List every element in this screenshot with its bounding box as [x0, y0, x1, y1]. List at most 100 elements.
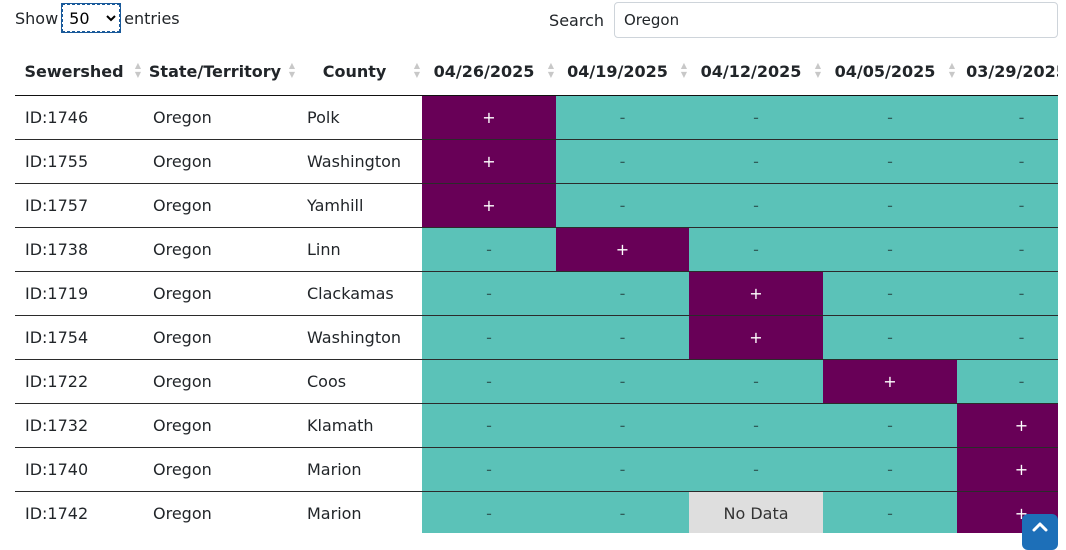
sewershed-cell: ID:1746 — [15, 95, 143, 140]
result-cell: - — [823, 227, 957, 272]
result-cell: - — [957, 139, 1058, 184]
result-cell: + — [957, 447, 1058, 492]
sort-arrows-icon: ▲ ▼ — [413, 61, 420, 79]
result-cell: - — [689, 447, 823, 492]
table-row: ID:1719 Oregon Clackamas - - + - - — [15, 271, 1058, 316]
page-size-select[interactable]: 50 — [61, 3, 122, 33]
result-cell: - — [422, 491, 556, 533]
sort-arrows-icon: ▲ ▼ — [814, 61, 821, 79]
table-body: ID:1746 Oregon Polk + - - - - ID:1755 Oregon Washi… — [15, 95, 1058, 533]
result-cell: + — [689, 271, 823, 316]
result-cell: - — [689, 139, 823, 184]
result-cell: - — [556, 447, 689, 492]
chevron-up-icon — [1032, 522, 1048, 532]
result-cell: - — [556, 95, 689, 140]
result-cell: - — [422, 403, 556, 448]
sewershed-cell: ID:1755 — [15, 139, 143, 184]
column-header[interactable]: Sewershed ▲ ▼ — [15, 48, 143, 96]
sewershed-cell: ID:1742 — [15, 491, 143, 533]
search-label: Search — [549, 10, 604, 30]
column-header[interactable]: 04/26/2025 ▲ ▼ — [422, 48, 556, 96]
county-cell: Polk — [297, 95, 422, 140]
table-header-row: Sewershed ▲ ▼ State/Territory ▲ ▼ County ▲ ▼ 04/2… — [15, 48, 1058, 96]
results-table-container: Sewershed ▲ ▼ State/Territory ▲ ▼ County ▲ ▼ 04/2… — [15, 48, 1058, 533]
search-control: Search — [549, 2, 1058, 38]
table-row: ID:1746 Oregon Polk + - - - - — [15, 95, 1058, 140]
scroll-to-top-button[interactable] — [1022, 514, 1058, 550]
sort-arrows-icon: ▲ ▼ — [547, 61, 554, 79]
county-cell: Washington — [297, 139, 422, 184]
result-cell: - — [823, 271, 957, 316]
state-cell: Oregon — [143, 183, 297, 228]
result-cell: - — [422, 447, 556, 492]
column-header-label: 04/05/2025 — [834, 61, 936, 81]
column-header-label: Sewershed — [24, 61, 124, 81]
table-row: ID:1732 Oregon Klamath - - - - + — [15, 403, 1058, 448]
results-table: Sewershed ▲ ▼ State/Territory ▲ ▼ County ▲ ▼ 04/2… — [15, 48, 1058, 533]
state-cell: Oregon — [143, 359, 297, 404]
sewershed-cell: ID:1738 — [15, 227, 143, 272]
county-cell: Marion — [297, 491, 422, 533]
result-cell: + — [556, 227, 689, 272]
result-cell: - — [823, 139, 957, 184]
show-label: Show — [15, 8, 59, 28]
result-cell: + — [823, 359, 957, 404]
result-cell: - — [689, 403, 823, 448]
result-cell: - — [556, 271, 689, 316]
result-cell: - — [422, 315, 556, 360]
result-cell: + — [422, 95, 556, 140]
sort-arrows-icon: ▲ ▼ — [948, 61, 955, 79]
result-cell: + — [689, 315, 823, 360]
state-cell: Oregon — [143, 447, 297, 492]
column-header-label: County — [322, 61, 387, 81]
column-header-label: State/Territory — [148, 61, 282, 81]
county-cell: Clackamas — [297, 271, 422, 316]
column-header-label: 03/29/2025 — [966, 61, 1058, 81]
result-cell: + — [422, 139, 556, 184]
result-cell: - — [823, 183, 957, 228]
sort-arrows-icon: ▲ ▼ — [680, 61, 687, 79]
result-cell: - — [556, 183, 689, 228]
sewershed-cell: ID:1732 — [15, 403, 143, 448]
column-header[interactable]: State/Territory ▲ ▼ — [143, 48, 297, 96]
search-input[interactable] — [614, 2, 1058, 38]
result-cell: - — [957, 227, 1058, 272]
result-cell: - — [957, 315, 1058, 360]
result-cell: - — [556, 139, 689, 184]
result-cell: - — [556, 491, 689, 533]
state-cell: Oregon — [143, 95, 297, 140]
sewershed-cell: ID:1754 — [15, 315, 143, 360]
sewershed-cell: ID:1757 — [15, 183, 143, 228]
result-cell: - — [556, 403, 689, 448]
result-cell: - — [957, 183, 1058, 228]
table-row: ID:1742 Oregon Marion - - No Data - + — [15, 491, 1058, 533]
result-cell: No Data — [689, 491, 823, 533]
state-cell: Oregon — [143, 139, 297, 184]
result-cell: - — [422, 227, 556, 272]
county-cell: Coos — [297, 359, 422, 404]
county-cell: Yamhill — [297, 183, 422, 228]
result-cell: + — [957, 491, 1058, 533]
column-header[interactable]: 04/05/2025 ▲ ▼ — [823, 48, 957, 96]
column-header[interactable]: 04/12/2025 ▲ ▼ — [689, 48, 823, 96]
result-cell: - — [689, 95, 823, 140]
sewershed-cell: ID:1740 — [15, 447, 143, 492]
column-header[interactable]: 03/29/2025▲▼ — [957, 48, 1058, 96]
table-row: ID:1757 Oregon Yamhill + - - - - — [15, 183, 1058, 228]
result-cell: - — [823, 491, 957, 533]
result-cell: - — [957, 95, 1058, 140]
result-cell: + — [422, 183, 556, 228]
state-cell: Oregon — [143, 271, 297, 316]
result-cell: - — [823, 403, 957, 448]
result-cell: - — [823, 95, 957, 140]
result-cell: - — [957, 271, 1058, 316]
sewershed-cell: ID:1719 — [15, 271, 143, 316]
county-cell: Klamath — [297, 403, 422, 448]
county-cell: Washington — [297, 315, 422, 360]
column-header[interactable]: 04/19/2025 ▲ ▼ — [556, 48, 689, 96]
sort-arrows-icon: ▲ ▼ — [288, 61, 295, 79]
result-cell: + — [957, 403, 1058, 448]
table-row: ID:1755 Oregon Washington + - - - - — [15, 139, 1058, 184]
column-header[interactable]: County ▲ ▼ — [297, 48, 422, 96]
page-length-control: Show 50 entries — [15, 3, 180, 33]
